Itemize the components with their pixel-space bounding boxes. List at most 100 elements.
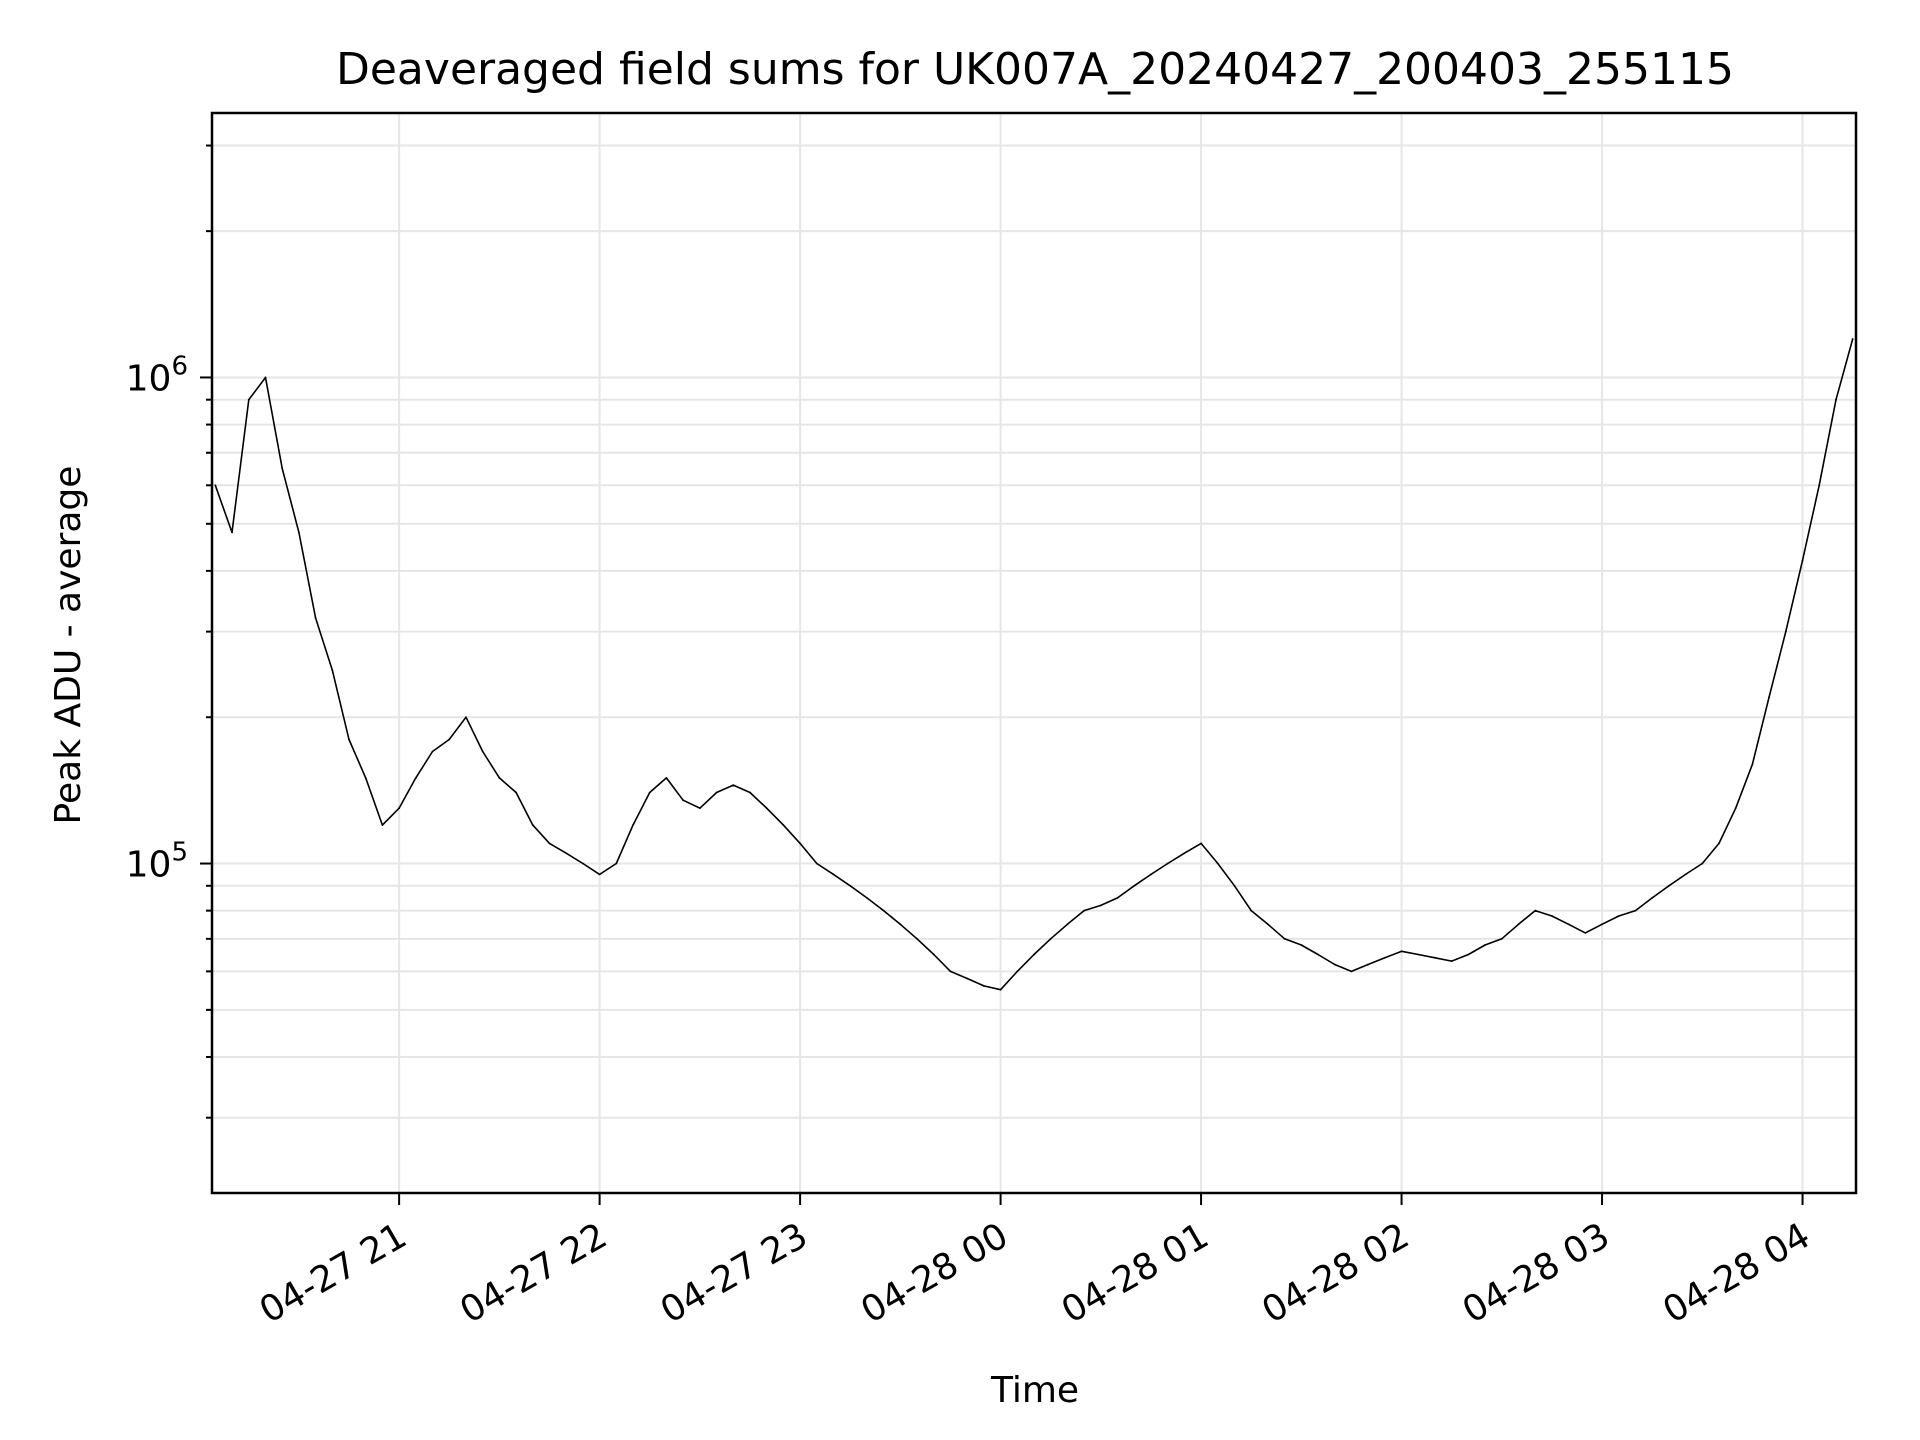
data-point [1333, 963, 1336, 966]
series-layer [214, 338, 1854, 991]
data-point [1801, 559, 1804, 562]
data-point [414, 777, 417, 779]
data-point [1016, 970, 1019, 973]
data-point [281, 467, 284, 470]
data-point [1250, 909, 1253, 912]
data-point [982, 985, 985, 987]
data-point [364, 777, 367, 779]
data-point [231, 531, 233, 534]
data-point [465, 716, 467, 719]
data-point [1835, 398, 1837, 401]
data-point [999, 988, 1002, 991]
y-tick-label: 106 [126, 351, 188, 399]
data-point [1283, 937, 1286, 940]
data-point [1216, 862, 1219, 865]
data-point [431, 750, 434, 753]
data-point [866, 896, 868, 899]
data-point [1768, 696, 1771, 698]
data-point [1617, 915, 1620, 917]
data-point [1066, 923, 1069, 926]
grid [212, 113, 1856, 1193]
data-point [515, 791, 517, 794]
data-point [1233, 884, 1236, 887]
data-point [665, 777, 668, 779]
data-point [1183, 852, 1186, 855]
chart-title: Deaveraged field sums for UK007A_2024042… [336, 44, 1734, 95]
data-point [1033, 953, 1035, 956]
data-point [832, 873, 835, 876]
data-point [331, 669, 334, 672]
data-point [1350, 970, 1353, 973]
data-point [1434, 956, 1436, 959]
data-point [247, 398, 250, 401]
data-point [1099, 904, 1102, 907]
data-point [815, 862, 818, 865]
data-point [1417, 953, 1420, 956]
data-point [598, 873, 601, 876]
data-point [1484, 944, 1486, 946]
data-point [899, 923, 902, 926]
data-point [1383, 956, 1386, 959]
data-point [264, 376, 267, 379]
data-point [1116, 896, 1119, 899]
plot-area-frame [210, 111, 1858, 1195]
data-point [381, 824, 384, 826]
data-point [1718, 842, 1720, 845]
data-point [1684, 873, 1687, 876]
data-point [1083, 909, 1086, 912]
data-point [548, 842, 551, 845]
data-point [214, 484, 217, 487]
data-point [1667, 884, 1670, 887]
data-point [1584, 931, 1587, 934]
data-point [632, 824, 634, 826]
data-point [1049, 937, 1052, 940]
data-point [1634, 909, 1637, 912]
data-point [932, 953, 935, 956]
data-point [1601, 923, 1603, 926]
data-point [582, 862, 584, 865]
data-point [1651, 896, 1654, 899]
data-point [1200, 842, 1202, 845]
data-point [1701, 862, 1704, 865]
data-point [782, 824, 785, 826]
data-point [966, 977, 969, 980]
data-point [1400, 950, 1403, 953]
data-point [1784, 630, 1787, 633]
data-point [1467, 953, 1470, 956]
y-axis-label: Peak ADU - average [48, 466, 89, 825]
data-point [1517, 923, 1520, 926]
data-point [615, 862, 618, 865]
data-point [799, 842, 801, 845]
data-point [1317, 953, 1319, 956]
data-point [882, 909, 885, 912]
data-point [732, 784, 735, 787]
data-point [682, 799, 685, 802]
data-point [1300, 944, 1303, 946]
data-point [1751, 763, 1754, 766]
data-point [648, 791, 651, 794]
data-point [749, 791, 751, 794]
data-point [398, 807, 401, 810]
data-point [1150, 873, 1152, 876]
data-point [1133, 884, 1136, 887]
data-point [1450, 960, 1453, 962]
data-point [715, 791, 718, 794]
data-point [1851, 338, 1854, 340]
data-point [1534, 909, 1537, 912]
data-point [1367, 963, 1370, 966]
data-point [348, 738, 350, 741]
data-point [297, 531, 300, 534]
data-point [1166, 862, 1169, 865]
data-point [481, 750, 484, 753]
data-point [1267, 923, 1269, 926]
data-point [1818, 484, 1821, 487]
data-point [565, 852, 568, 855]
data-point [698, 807, 701, 810]
x-axis-label: Time [990, 1370, 1079, 1411]
data-point [531, 824, 534, 826]
data-point [1734, 807, 1737, 810]
data-point [1567, 923, 1570, 926]
data-point [949, 970, 952, 973]
